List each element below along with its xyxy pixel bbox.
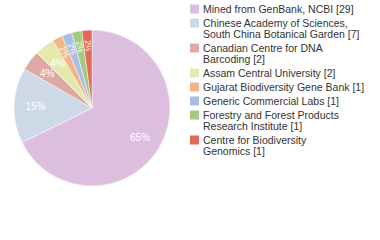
legend-label-line: Generic Commercial Labs [1] xyxy=(203,95,339,107)
legend-label-line: Mined from GenBank, NCBI [29] xyxy=(203,3,354,15)
data-label: 4% xyxy=(50,58,65,69)
legend-label-line: Gujarat Biodiversity Gene Bank [1] xyxy=(203,81,364,93)
legend-label-line: Barcoding [2] xyxy=(203,53,265,65)
legend-label: Assam Central University [2] xyxy=(203,67,336,79)
legend-swatch xyxy=(190,136,199,145)
legend: Mined from GenBank, NCBI [29] Chinese Aca… xyxy=(190,3,364,157)
data-labels: 65%15%4%4%2%2%2%2% xyxy=(25,40,150,144)
pie xyxy=(14,30,170,186)
legend-swatch xyxy=(190,44,199,53)
legend-swatch xyxy=(190,97,199,106)
legend-swatch xyxy=(190,5,199,14)
pie-slice xyxy=(22,30,170,186)
data-label: 15% xyxy=(25,101,45,112)
pie-slice xyxy=(72,31,92,108)
legend-label: Centre for BiodiversityGenomics [1] xyxy=(203,134,307,157)
legend-swatch xyxy=(190,69,199,78)
legend-label-line: Genomics [1] xyxy=(203,145,265,157)
legend-label: Forestry and Forest ProductsResearch Ins… xyxy=(203,109,339,132)
pie-slice xyxy=(82,30,92,108)
legend-label: Canadian Centre for DNABarcoding [2] xyxy=(203,42,323,65)
legend-label: Mined from GenBank, NCBI [29] xyxy=(203,3,354,15)
data-label: 65% xyxy=(130,132,150,143)
legend-label: Generic Commercial Labs [1] xyxy=(203,95,339,107)
data-label: 4% xyxy=(40,68,55,79)
legend-label-line: South China Botanical Garden [7] xyxy=(203,28,360,40)
legend-swatch xyxy=(190,19,199,28)
legend-label-line: Research Institute [1] xyxy=(203,120,302,132)
legend-label-line: Assam Central University [2] xyxy=(203,67,336,79)
legend-swatch xyxy=(190,83,199,92)
data-label: 2% xyxy=(83,40,93,52)
chart: 65%15%4%4%2%2%2%2%Mined from GenBank, NC… xyxy=(0,0,380,240)
legend-label: Chinese Academy of Sciences,South China … xyxy=(203,17,360,40)
legend-swatch xyxy=(190,111,199,120)
legend-label: Gujarat Biodiversity Gene Bank [1] xyxy=(203,81,364,93)
